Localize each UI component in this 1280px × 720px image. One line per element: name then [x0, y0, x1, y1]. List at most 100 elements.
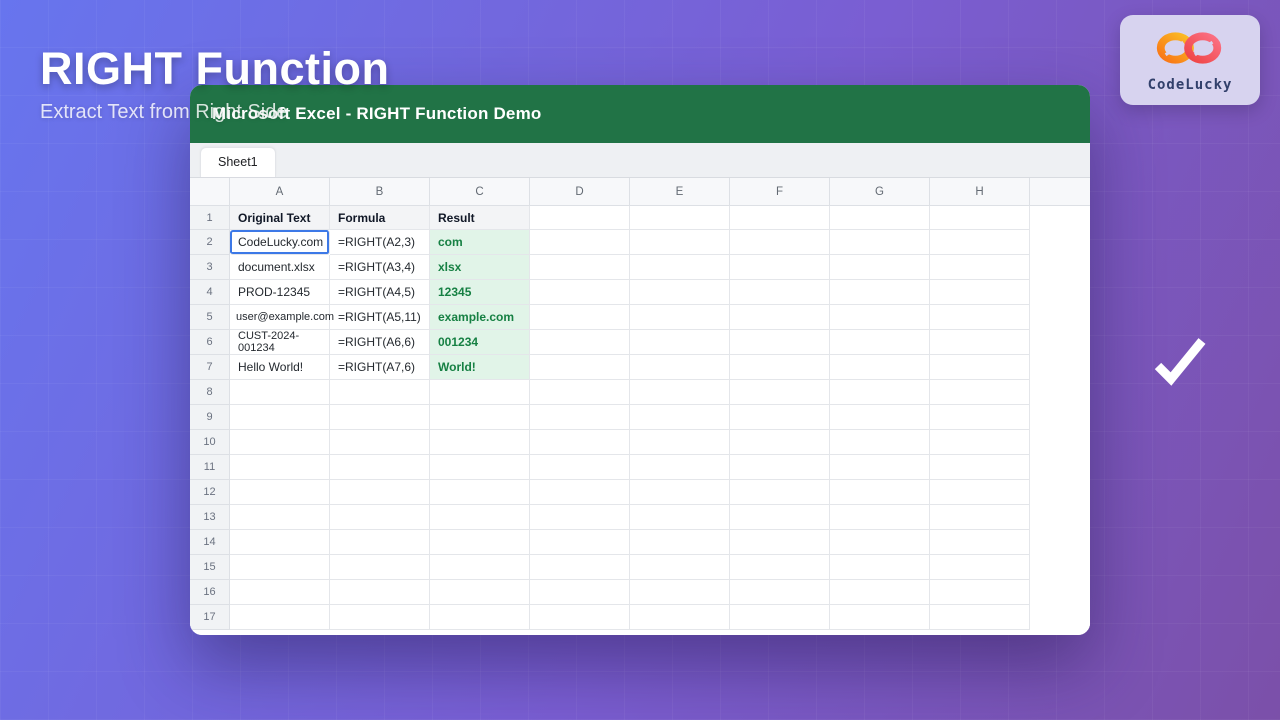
column-header-D[interactable]: D: [530, 178, 630, 206]
cell-G9[interactable]: [830, 405, 930, 430]
cell-C5[interactable]: example.com: [430, 305, 530, 330]
cell-A2[interactable]: CodeLucky.com: [230, 230, 330, 255]
cell-B1[interactable]: Formula: [330, 206, 430, 230]
cell-A12[interactable]: [230, 480, 330, 505]
cell-C4[interactable]: 12345: [430, 280, 530, 305]
row-header-2[interactable]: 2: [190, 230, 230, 255]
cell-C8[interactable]: [430, 380, 530, 405]
cell-A9[interactable]: [230, 405, 330, 430]
cell-F13[interactable]: [730, 505, 830, 530]
cell-F12[interactable]: [730, 480, 830, 505]
cell-E13[interactable]: [630, 505, 730, 530]
cell-E2[interactable]: [630, 230, 730, 255]
row-header-15[interactable]: 15: [190, 555, 230, 580]
row-header-3[interactable]: 3: [190, 255, 230, 280]
cell-G14[interactable]: [830, 530, 930, 555]
cell-A14[interactable]: [230, 530, 330, 555]
row-header-8[interactable]: 8: [190, 380, 230, 405]
cell-B2[interactable]: =RIGHT(A2,3): [330, 230, 430, 255]
cell-H15[interactable]: [930, 555, 1030, 580]
cell-H4[interactable]: [930, 280, 1030, 305]
cell-F14[interactable]: [730, 530, 830, 555]
cell-H3[interactable]: [930, 255, 1030, 280]
cell-G5[interactable]: [830, 305, 930, 330]
row-header-17[interactable]: 17: [190, 605, 230, 630]
cell-D4[interactable]: [530, 280, 630, 305]
cell-A17[interactable]: [230, 605, 330, 630]
cell-A4[interactable]: PROD-12345: [230, 280, 330, 305]
row-header-4[interactable]: 4: [190, 280, 230, 305]
cell-H12[interactable]: [930, 480, 1030, 505]
cell-D3[interactable]: [530, 255, 630, 280]
cell-E12[interactable]: [630, 480, 730, 505]
cell-F6[interactable]: [730, 330, 830, 355]
row-header-10[interactable]: 10: [190, 430, 230, 455]
cell-A1[interactable]: Original Text: [230, 206, 330, 230]
cell-F10[interactable]: [730, 430, 830, 455]
cell-B13[interactable]: [330, 505, 430, 530]
cell-C12[interactable]: [430, 480, 530, 505]
cell-D2[interactable]: [530, 230, 630, 255]
cell-C15[interactable]: [430, 555, 530, 580]
row-header-5[interactable]: 5: [190, 305, 230, 330]
cell-D5[interactable]: [530, 305, 630, 330]
cell-E9[interactable]: [630, 405, 730, 430]
cell-E16[interactable]: [630, 580, 730, 605]
cell-F7[interactable]: [730, 355, 830, 380]
cell-D15[interactable]: [530, 555, 630, 580]
cell-B9[interactable]: [330, 405, 430, 430]
cell-E3[interactable]: [630, 255, 730, 280]
row-header-9[interactable]: 9: [190, 405, 230, 430]
cell-G4[interactable]: [830, 280, 930, 305]
cell-G16[interactable]: [830, 580, 930, 605]
cell-F2[interactable]: [730, 230, 830, 255]
column-header-G[interactable]: G: [830, 178, 930, 206]
cell-G2[interactable]: [830, 230, 930, 255]
column-header-B[interactable]: B: [330, 178, 430, 206]
cell-G13[interactable]: [830, 505, 930, 530]
cell-D13[interactable]: [530, 505, 630, 530]
cell-C11[interactable]: [430, 455, 530, 480]
cell-H11[interactable]: [930, 455, 1030, 480]
cell-E11[interactable]: [630, 455, 730, 480]
cell-H5[interactable]: [930, 305, 1030, 330]
sheet-tab-sheet1[interactable]: Sheet1: [200, 147, 276, 177]
cell-F9[interactable]: [730, 405, 830, 430]
cell-D1[interactable]: [530, 206, 630, 230]
cell-F11[interactable]: [730, 455, 830, 480]
column-header-E[interactable]: E: [630, 178, 730, 206]
cell-D17[interactable]: [530, 605, 630, 630]
cell-E1[interactable]: [630, 206, 730, 230]
cell-F1[interactable]: [730, 206, 830, 230]
cell-C2[interactable]: com: [430, 230, 530, 255]
cell-A6[interactable]: CUST-2024-001234: [230, 330, 330, 355]
cell-B4[interactable]: =RIGHT(A4,5): [330, 280, 430, 305]
cell-E4[interactable]: [630, 280, 730, 305]
cell-F4[interactable]: [730, 280, 830, 305]
cell-F3[interactable]: [730, 255, 830, 280]
cell-B10[interactable]: [330, 430, 430, 455]
column-header-H[interactable]: H: [930, 178, 1030, 206]
cell-A10[interactable]: [230, 430, 330, 455]
row-header-1[interactable]: 1: [190, 206, 230, 230]
cell-H17[interactable]: [930, 605, 1030, 630]
cell-C7[interactable]: World!: [430, 355, 530, 380]
row-header-14[interactable]: 14: [190, 530, 230, 555]
cell-G3[interactable]: [830, 255, 930, 280]
cell-H8[interactable]: [930, 380, 1030, 405]
cell-F5[interactable]: [730, 305, 830, 330]
cell-H9[interactable]: [930, 405, 1030, 430]
cell-D9[interactable]: [530, 405, 630, 430]
cell-A15[interactable]: [230, 555, 330, 580]
cell-C10[interactable]: [430, 430, 530, 455]
cell-C6[interactable]: 001234: [430, 330, 530, 355]
cell-F15[interactable]: [730, 555, 830, 580]
cell-E8[interactable]: [630, 380, 730, 405]
row-header-6[interactable]: 6: [190, 330, 230, 355]
cell-B11[interactable]: [330, 455, 430, 480]
cell-G7[interactable]: [830, 355, 930, 380]
cell-C14[interactable]: [430, 530, 530, 555]
cell-C16[interactable]: [430, 580, 530, 605]
cell-D7[interactable]: [530, 355, 630, 380]
row-header-7[interactable]: 7: [190, 355, 230, 380]
